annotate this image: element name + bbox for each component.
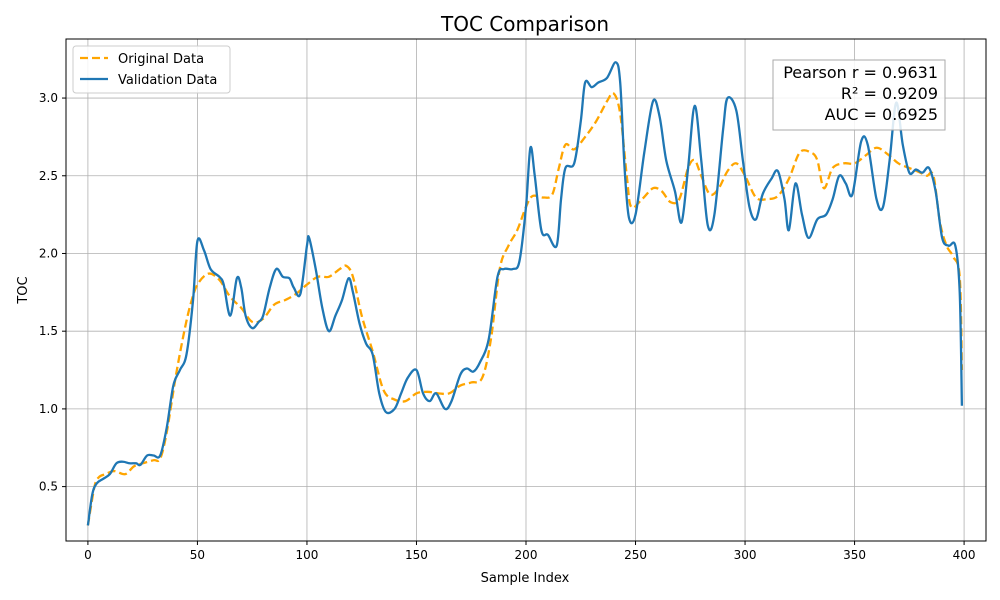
- chart-title: TOC Comparison: [440, 12, 609, 36]
- y-tick-label: 2.0: [39, 246, 58, 260]
- x-tick-label: 50: [190, 548, 205, 562]
- y-axis-ticks: 0.5 1.0 1.5 2.0 2.5 3.0: [39, 91, 66, 494]
- x-tick-label: 400: [953, 548, 976, 562]
- legend-label-original: Original Data: [118, 52, 204, 67]
- x-tick-label: 300: [734, 548, 757, 562]
- y-tick-label: 3.0: [39, 91, 58, 105]
- y-tick-label: 2.5: [39, 169, 58, 183]
- series-line-original: [86, 91, 964, 526]
- grid: [66, 39, 986, 541]
- y-tick-label: 1.5: [39, 324, 58, 338]
- stats-box: [772, 59, 946, 131]
- plot-area: [86, 61, 964, 526]
- series-line-validation: [86, 61, 964, 526]
- legend-label-validation: Validation Data: [118, 73, 217, 88]
- legend-box: [72, 45, 231, 94]
- x-tick-label: 100: [295, 548, 318, 562]
- stats-auc: AUC = 0.6925: [825, 105, 938, 124]
- stats-r-squared: R² = 0.9209: [841, 84, 938, 103]
- x-tick-label: 200: [515, 548, 538, 562]
- legend: Original Data Validation Data: [72, 45, 231, 94]
- x-tick-label: 350: [843, 548, 866, 562]
- y-axis-label: TOC: [16, 276, 31, 304]
- stats-annotation: Pearson r = 0.9631 R² = 0.9209 AUC = 0.6…: [772, 59, 946, 131]
- x-axis-label: Sample Index: [481, 571, 570, 586]
- x-axis-ticks: 0 50 100 150 200 250 300 350 400: [84, 541, 976, 562]
- y-tick-label: 0.5: [39, 480, 58, 494]
- x-tick-label: 0: [84, 548, 92, 562]
- x-tick-label: 150: [405, 548, 428, 562]
- y-tick-label: 1.0: [39, 402, 58, 416]
- stats-pearson: Pearson r = 0.9631: [783, 63, 938, 82]
- x-tick-label: 250: [624, 548, 647, 562]
